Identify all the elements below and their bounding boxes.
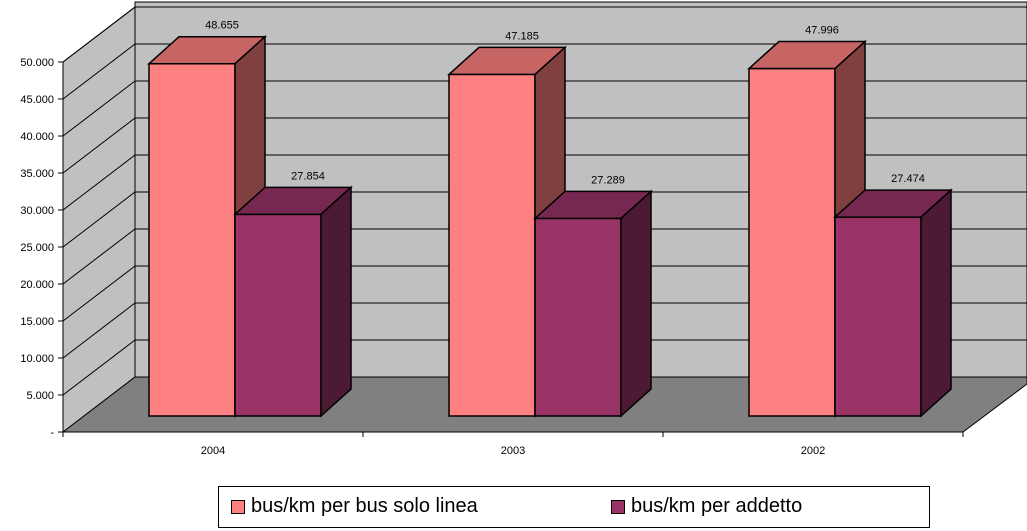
gridline: [62, 80, 1027, 137]
gridline: [62, 43, 1027, 100]
bar-side-face: [320, 185, 352, 418]
bar-series-1-2003: [448, 73, 536, 417]
gridline: [62, 339, 1027, 396]
y-tick-label: 15.000: [20, 316, 54, 328]
legend-label-series-1: bus/km per bus solo linea: [251, 495, 478, 517]
chart-axes: [58, 61, 964, 437]
legend-item-series-1: bus/km per bus solo linea: [231, 495, 478, 518]
bar-series-1-2004: [148, 62, 236, 417]
gridline: [62, 154, 1027, 211]
y-tick-label: 25.000: [20, 242, 54, 254]
data-label: 27.289: [591, 174, 625, 186]
y-tick-label: 5.000: [26, 390, 54, 402]
x-category-label: 2004: [201, 445, 225, 457]
x-category-labels: 2004 2003 2002: [201, 445, 825, 457]
y-tick-label: 35.000: [20, 168, 54, 180]
x-category-label: 2002: [801, 445, 825, 457]
legend-swatch-series-1: [231, 499, 245, 514]
chart-bars: [147, 35, 953, 418]
bar-series-2-2002: [834, 216, 922, 417]
bar-series-2-2004: [234, 213, 322, 417]
data-label: 27.474: [891, 173, 925, 185]
gridline: [62, 6, 1027, 63]
legend-swatch-series-2: [611, 499, 625, 514]
y-tick-labels: - 5.000 10.000 15.000 20.000 25.000 30.000 35.0…: [20, 57, 54, 439]
data-label: 48.655: [205, 20, 239, 32]
data-label: 47.185: [505, 30, 539, 42]
y-tick-label: 50.000: [20, 57, 54, 69]
data-label: 47.996: [805, 25, 839, 37]
gridline: [62, 302, 1027, 359]
gridline: [62, 117, 1027, 174]
y-tick-label: 45.000: [20, 94, 54, 106]
gridline: [62, 228, 1027, 285]
bar-side-face: [920, 188, 952, 418]
y-tick-label: 40.000: [20, 131, 54, 143]
chart-gridlines: [62, 6, 1027, 396]
y-tick-label: -: [50, 427, 54, 439]
x-category-label: 2003: [501, 445, 525, 457]
legend-item-series-2: bus/km per addetto: [611, 495, 802, 518]
bar-series-2-2003: [534, 217, 622, 417]
gridline: [62, 265, 1027, 322]
y-tick-label: 20.000: [20, 279, 54, 291]
legend: bus/km per bus solo linea bus/km per add…: [218, 486, 930, 528]
data-labels: 48.655 27.854 47.185 27.289 47.996 27.474: [205, 20, 925, 187]
bar-series-1-2002: [748, 67, 836, 417]
data-label: 27.854: [291, 170, 325, 182]
y-tick-label: 30.000: [20, 205, 54, 217]
y-tick-label: 10.000: [20, 353, 54, 365]
legend-label-series-2: bus/km per addetto: [631, 495, 803, 517]
bar-side-face: [620, 189, 652, 418]
gridline: [62, 191, 1027, 248]
